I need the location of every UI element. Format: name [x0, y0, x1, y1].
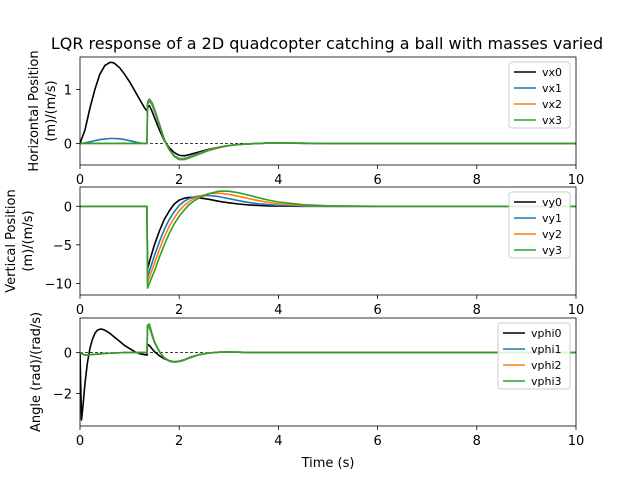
horizontal-y-tick-label: 0 — [64, 137, 72, 152]
horizontal-axis-ticks: 0 2 4 6 8 10 0 1 — [64, 83, 585, 188]
vertical-x-tick-label: 2 — [175, 303, 183, 318]
legend-label-vy1: vy1 — [542, 212, 562, 225]
vertical-position-subplot: 0 2 4 6 8 10 0 −5 −10 Vertical Position (m)/(m/s… — [4, 186, 585, 318]
series-line-vy3 — [80, 190, 576, 289]
horizontal-ylabel-line1: Horizontal Position — [27, 50, 42, 171]
legend-label-vphi1: vphi1 — [531, 343, 562, 356]
vertical-x-tick-label: 8 — [473, 303, 481, 318]
horizontal-ylabel-line2: (m)/(m/s) — [44, 80, 59, 141]
legend-label-vy0: vy0 — [542, 196, 562, 209]
vertical-y-tick-label: 0 — [64, 200, 72, 215]
angle-y-tick-label: −2 — [53, 387, 72, 402]
angle-x-tick-label: 10 — [568, 434, 585, 449]
angle-x-tick-label: 2 — [175, 434, 183, 449]
angle-x-tick-label: 6 — [373, 434, 381, 449]
legend-label-vphi0: vphi0 — [531, 327, 562, 340]
angle-x-tick-label: 8 — [473, 434, 481, 449]
series-line-vphi3 — [80, 323, 576, 364]
horizontal-x-tick-label: 0 — [76, 173, 84, 188]
legend-label-vx0: vx0 — [542, 66, 562, 79]
horizontal-x-tick-label: 6 — [373, 173, 381, 188]
legend-label-vphi3: vphi3 — [531, 375, 562, 388]
angle-series-group — [80, 323, 576, 421]
legend-label-vy2: vy2 — [542, 228, 562, 241]
legend-label-vy3: vy3 — [542, 244, 562, 257]
x-axis-label: Time (s) — [301, 456, 355, 471]
angle-plot-frame — [79, 317, 577, 427]
legend-label-vx2: vx2 — [542, 98, 562, 111]
vertical-x-tick-label: 4 — [274, 303, 282, 318]
vertical-x-tick-label: 6 — [373, 303, 381, 318]
angle-x-tick-label: 0 — [76, 434, 84, 449]
vertical-axis-ticks: 0 2 4 6 8 10 0 −5 −10 — [45, 200, 585, 318]
vertical-series-group — [80, 190, 576, 289]
angle-y-tick-label: 0 — [64, 347, 72, 362]
horizontal-y-tick-label: 1 — [64, 83, 72, 98]
angle-axis-ticks: 0 2 4 6 8 10 0 −2 — [53, 347, 584, 449]
horizontal-x-tick-label: 8 — [473, 173, 481, 188]
vertical-x-tick-label: 0 — [76, 303, 84, 318]
angle-legend: vphi0 vphi1 vphi2 vphi3 — [497, 322, 571, 390]
vertical-legend-box — [508, 191, 571, 259]
angle-subplot: 0 2 4 6 8 100−2 Angle (rad)/(rad/s) vphi0vphi… — [29, 312, 584, 471]
angle-legend-box — [497, 322, 571, 390]
horizontal-x-tick-label: 4 — [274, 173, 282, 188]
legend-label-vphi2: vphi2 — [531, 359, 562, 372]
angle-ylabel: Angle (rad)/(rad/s) — [29, 312, 44, 432]
horizontal-series-group — [80, 61, 576, 161]
series-line-vy2 — [80, 192, 576, 284]
chart-title: LQR response of a 2D quadcopter catching… — [51, 34, 603, 53]
horizontal-legend-box — [508, 61, 571, 129]
horizontal-plot-frame — [79, 56, 577, 166]
angle-x-tick-label: 4 — [274, 434, 282, 449]
series-line-vx3 — [80, 98, 576, 161]
horizontal-legend: vx0 vx1 vx2 vx3 — [508, 61, 571, 129]
vertical-y-tick-label: −5 — [53, 239, 72, 254]
vertical-ylabel-line1: Vertical Position — [4, 189, 19, 292]
vertical-plot-frame — [79, 186, 577, 296]
legend-label-vx1: vx1 — [542, 82, 562, 95]
vertical-x-tick-label: 10 — [568, 303, 585, 318]
vertical-ylabel-line2: (m)/(m/s) — [21, 210, 36, 271]
vertical-legend: vy0 vy1 vy2 vy3 — [508, 191, 571, 259]
horizontal-x-tick-label: 10 — [568, 173, 585, 188]
horizontal-x-tick-label: 2 — [175, 173, 183, 188]
legend-label-vx3: vx3 — [542, 114, 562, 127]
vertical-y-tick-label: −10 — [45, 277, 72, 292]
